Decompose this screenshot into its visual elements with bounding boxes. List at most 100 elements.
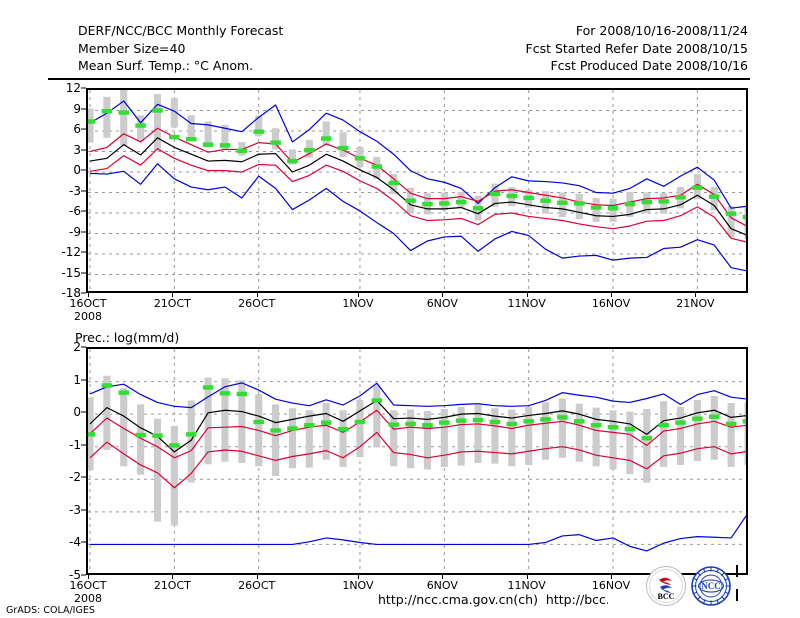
median-mark [472,206,484,211]
ncc-url[interactable]: http://ncc.cma.gov.cn(ch) [378,592,538,607]
y-axis-tick-mark [81,169,86,171]
median-mark [253,419,264,425]
y-axis-tick-label: -6 [69,204,81,218]
ensemble-spread-bar [676,406,685,465]
x-axis-tick-label: 26OCT [238,579,276,592]
y-axis-tick-label: 0 [73,405,81,420]
ensemble-spread-bar [170,98,178,128]
median-mark [455,418,467,423]
y-axis-tick-label: -5 [69,568,81,582]
median-mark [405,421,416,427]
median-mark [675,195,686,200]
median-mark [152,108,163,113]
median-mark [169,443,180,448]
x-axis-tick-mark [172,575,174,579]
y-axis-tick-mark [81,476,86,478]
median-mark [219,143,231,148]
median-mark [692,416,703,421]
median-mark [354,156,366,161]
x-axis-tick-mark [88,293,89,297]
median-mark [708,194,720,199]
header-left-block: DERF/NCC/BCC Monthly Forecast Member Siz… [78,22,283,75]
y-axis-tick-label: -12 [61,245,81,259]
bcc-logo: BCC [645,565,687,607]
header-variable: Mean Surf. Temp.: °C Anom. [78,58,254,73]
y-axis-tick-mark [81,574,86,576]
x-axis-tick-mark [256,293,258,297]
median-mark [506,193,518,199]
median-mark [101,108,113,114]
median-mark [88,432,96,437]
ensemble-spread-bar [491,408,499,464]
header-start-refer-date: Fcst Started Refer Date 2008/10/15 [525,40,749,56]
median-mark [422,423,433,428]
ensemble-spread-bar [305,410,313,468]
ensemble-spread-bar [541,402,550,460]
ensemble-spread-bar [238,380,246,463]
y-axis-tick-mark [81,108,86,109]
ensemble-spread-bar [457,191,465,208]
y-axis-tick-label: 6 [73,122,81,136]
median-mark [523,195,534,201]
x-axis-year-label: 2008 [74,310,102,323]
median-mark [152,433,163,438]
median-mark [185,432,197,437]
ensemble-spread-bar [660,401,668,467]
x-axis-tick-mark [611,293,613,297]
x-axis-tick-mark [526,293,528,297]
ensemble-spread-bar [322,403,330,460]
ensemble-spread-bar [187,115,195,141]
series-line [89,148,746,243]
header-member-size: Member Size=40 [78,40,186,56]
ensemble-spread-bar [120,90,128,146]
series-line [90,515,746,552]
median-mark [169,134,180,140]
x-axis-tick-mark [611,575,613,579]
x-axis-tick-label: 16NOV [591,297,631,310]
median-mark [658,199,669,204]
y-axis-tick-mark [81,190,86,191]
x-axis-tick-label: 6NOV [426,297,458,310]
ensemble-spread-bar [221,378,229,462]
x-axis-tick-mark [442,293,444,297]
median-mark [624,201,636,207]
series-line [89,431,746,489]
median-mark [253,129,264,134]
header: DERF/NCC/BCC Monthly Forecast Member Siz… [0,22,800,78]
median-mark [590,423,602,428]
ensemble-spread-bar [575,193,583,220]
ensemble-spread-bar [339,132,347,157]
precipitation-panel: 2 1 0 -1 -2 -3 -4 -5 16OCT 2008 21OCT 26OCT 1NOV 6NOV… [69,340,748,605]
series-line [89,127,746,227]
x-axis-tick-mark [256,575,258,579]
median-mark [388,422,399,427]
ensemble-spread-bar [744,207,746,239]
bcc-url[interactable]: http://bcc.cma.gov.cn [545,592,608,607]
ensemble-spread-bar [693,399,701,462]
precipitation-plot-frame [86,347,748,575]
x-axis-tick-label: 21OCT [153,579,191,592]
x-axis-tick-mark [695,293,697,297]
ensemble-spread-bar [390,410,398,467]
ensemble-spread-bar [727,206,735,237]
median-mark [540,417,551,422]
median-mark [523,419,534,424]
ensemble-spread-bar [137,115,145,142]
ensemble-spread-bar [474,405,482,463]
x-axis-tick-mark [442,575,444,579]
median-mark [590,205,602,210]
y-axis-tick-mark [81,87,86,89]
ensemble-spread-bar [525,406,533,465]
median-mark [692,185,703,190]
ensemble-spread-bar [288,408,297,469]
ensemble-spread-bar [339,410,347,467]
median-mark [320,136,332,141]
median-mark [641,199,653,205]
x-axis-tick-label: 21OCT [153,297,191,310]
median-mark [506,421,518,427]
grads-credit: GrADS: COLA/IGES [6,605,95,616]
median-mark [557,200,568,205]
median-mark [371,398,383,403]
median-mark [88,119,96,124]
ensemble-spread-bar [221,124,229,151]
